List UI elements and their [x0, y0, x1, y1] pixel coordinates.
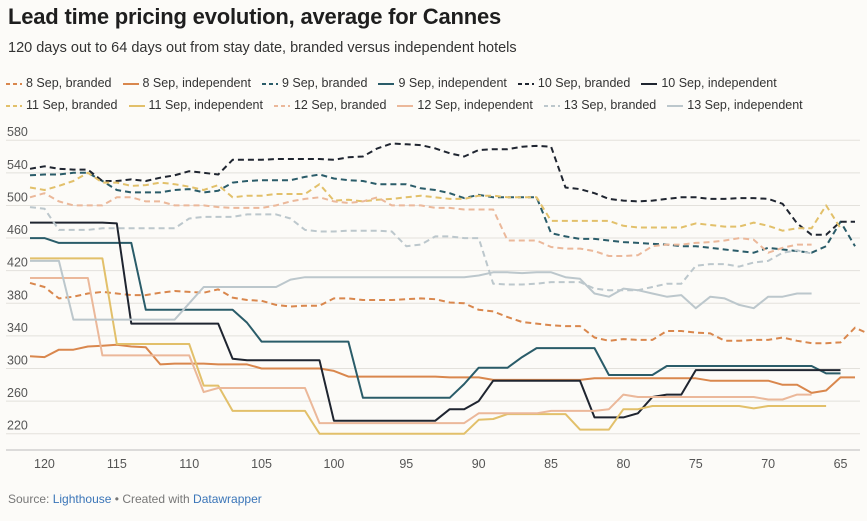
- y-tick-label: 540: [7, 158, 28, 172]
- chart-subtitle: 120 days out to 64 days out from stay da…: [8, 40, 517, 56]
- created-label: Created with: [122, 492, 190, 506]
- legend-swatch: [397, 104, 414, 107]
- legend-label: 13 Sep, branded: [563, 98, 657, 112]
- series-line-9-sep-branded: [29, 171, 856, 254]
- legend-item-8-sep-branded: 8 Sep, branded: [6, 72, 112, 94]
- legend-item-9-sep-branded: 9 Sep, branded: [261, 72, 368, 94]
- series-line-9-sep-independent: [30, 237, 841, 399]
- legend-swatch: [6, 82, 22, 85]
- x-tick-label: 120: [34, 457, 55, 470]
- legend-swatch: [378, 82, 395, 85]
- chart-title: Lead time pricing evolution, average for…: [8, 4, 502, 29]
- legend-label: 11 Sep, branded: [26, 98, 118, 112]
- legend-item-9-sep-independent: 9 Sep, independent: [378, 72, 507, 94]
- legend-item-10-sep-branded: 10 Sep, branded: [517, 72, 631, 94]
- legend-item-13-sep-independent: 13 Sep, independent: [667, 94, 803, 116]
- x-tick-label: 80: [616, 457, 630, 470]
- y-tick-label: 580: [7, 125, 28, 139]
- legend-swatch: [122, 82, 139, 85]
- legend-swatch: [261, 82, 278, 85]
- series-line-10-sep-independent: [30, 221, 841, 422]
- source-label: Source:: [8, 492, 50, 506]
- series-line-8-sep-branded: [29, 281, 867, 345]
- y-tick-label: 300: [7, 353, 28, 367]
- y-tick-label: 220: [7, 419, 28, 433]
- series-line-10-sep-branded: [29, 142, 855, 236]
- legend-swatch: [128, 104, 145, 107]
- legend-item-11-sep-branded: 11 Sep, branded: [6, 94, 118, 116]
- legend-item-13-sep-branded: 13 Sep, branded: [543, 94, 657, 116]
- x-tick-label: 65: [834, 457, 848, 470]
- series-line-11-sep-independent: [30, 257, 827, 435]
- source-link[interactable]: Lighthouse: [52, 492, 112, 506]
- x-tick-label: 75: [689, 457, 703, 470]
- y-tick-label: 460: [7, 223, 28, 237]
- x-tick-label: 95: [399, 457, 413, 470]
- legend-label: 10 Sep, independent: [661, 76, 777, 90]
- series-line-12-sep-independent: [30, 277, 812, 425]
- x-tick-label: 105: [251, 457, 272, 470]
- y-tick-label: 500: [7, 190, 28, 204]
- legend-label: 8 Sep, branded: [26, 76, 112, 90]
- line-chart: 220 260 300 340 380 420 460 500 540 580 120 115 110 1…: [6, 125, 867, 470]
- x-tick-label: 100: [324, 457, 345, 470]
- legend-item-8-sep-independent: 8 Sep, independent: [122, 72, 251, 94]
- legend-swatch: [273, 104, 290, 107]
- legend-label: 12 Sep, branded: [293, 98, 387, 112]
- x-tick-label: 110: [179, 457, 199, 470]
- legend-swatch: [667, 104, 684, 107]
- series-line-13-sep-branded: [29, 206, 812, 292]
- chart-footer: Source: Lighthouse • Created with Datawr…: [8, 492, 262, 506]
- legend-item-11-sep-independent: 11 Sep, independent: [128, 94, 263, 116]
- series-line-11-sep-branded: [29, 171, 842, 232]
- y-tick-label: 420: [7, 256, 28, 270]
- legend-label: 9 Sep, independent: [398, 76, 507, 90]
- legend-label: 11 Sep, independent: [148, 98, 263, 112]
- legend-swatch: [641, 82, 658, 85]
- chart-legend: 8 Sep, branded 8 Sep, independent 9 Sep, b…: [6, 72, 861, 116]
- x-tick-label: 90: [472, 457, 486, 470]
- datawrapper-link[interactable]: Datawrapper: [193, 492, 262, 506]
- y-tick-label: 380: [7, 288, 28, 302]
- legend-swatch: [6, 104, 22, 107]
- legend-item-12-sep-branded: 12 Sep, branded: [273, 94, 387, 116]
- series-line-12-sep-branded: [29, 192, 812, 257]
- legend-item-10-sep-independent: 10 Sep, independent: [641, 72, 777, 94]
- y-tick-label: 260: [7, 386, 28, 400]
- x-tick-label: 115: [107, 457, 127, 470]
- x-tick-label: 70: [761, 457, 775, 470]
- legend-swatch: [517, 82, 534, 85]
- series-line-8-sep-independent: [29, 343, 855, 394]
- legend-swatch: [543, 104, 560, 107]
- series-line-13-sep-independent: [30, 259, 812, 321]
- x-tick-label: 85: [544, 457, 558, 470]
- legend-label: 12 Sep, independent: [417, 98, 533, 112]
- y-tick-label: 340: [7, 321, 28, 335]
- legend-label: 13 Sep, independent: [687, 98, 803, 112]
- legend-label: 8 Sep, independent: [142, 76, 251, 90]
- legend-label: 10 Sep, branded: [537, 76, 631, 90]
- legend-item-12-sep-independent: 12 Sep, independent: [397, 94, 533, 116]
- legend-label: 9 Sep, branded: [281, 76, 368, 90]
- footer-separator: •: [114, 492, 119, 506]
